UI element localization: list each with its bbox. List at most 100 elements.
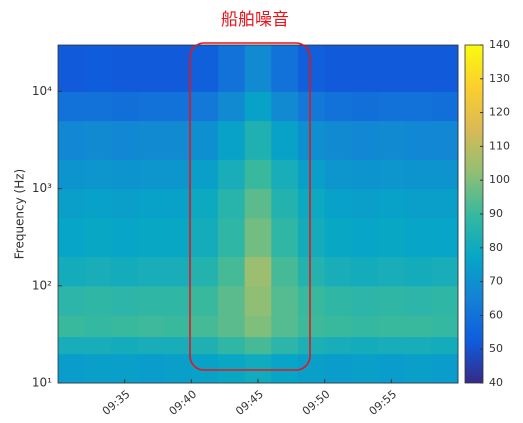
heat-cell	[244, 45, 272, 92]
heat-cell	[138, 91, 166, 122]
heat-cell	[138, 336, 166, 355]
heat-cell	[351, 120, 379, 160]
heat-cell	[431, 336, 459, 355]
heat-cell	[271, 256, 299, 287]
heat-cell	[351, 217, 379, 258]
heat-cell	[111, 45, 139, 92]
heat-cell	[84, 285, 112, 316]
heat-cell	[351, 315, 379, 338]
heat-cell	[298, 336, 326, 355]
heat-cell	[164, 315, 192, 338]
heat-cell	[111, 188, 139, 219]
heat-cell	[244, 353, 272, 384]
heat-cell	[111, 256, 139, 287]
heat-cell	[111, 217, 139, 258]
heat-cell	[191, 45, 219, 92]
heat-cell	[298, 188, 326, 219]
x-tick-label: 09:45	[233, 388, 266, 418]
heat-cell	[218, 285, 246, 316]
heat-cell	[431, 120, 459, 160]
heat-cell	[298, 315, 326, 338]
y-tick-label: 10²	[32, 278, 52, 292]
heat-cell	[351, 285, 379, 316]
heat-cell	[404, 336, 432, 355]
heat-cell	[58, 285, 86, 316]
heat-cell	[58, 188, 86, 219]
heat-cell	[244, 336, 272, 355]
heat-cell	[244, 159, 272, 190]
heat-cell	[404, 188, 432, 219]
heat-cell	[138, 353, 166, 384]
heat-cell	[218, 217, 246, 258]
heat-cell	[298, 45, 326, 92]
heat-cell	[431, 188, 459, 219]
heat-cell	[298, 120, 326, 160]
heat-cell	[191, 217, 219, 258]
heat-cell	[351, 45, 379, 92]
heat-cell	[191, 159, 219, 190]
highlight-box	[189, 42, 311, 371]
heat-cell	[138, 120, 166, 160]
heat-cell	[271, 315, 299, 338]
heat-cell	[351, 353, 379, 384]
heat-cell	[351, 256, 379, 287]
heat-cell	[191, 188, 219, 219]
heat-cell	[404, 217, 432, 258]
heat-cell	[298, 256, 326, 287]
heat-cell	[191, 256, 219, 287]
colorbar-tick-label: 100	[489, 173, 510, 186]
heat-cell	[404, 256, 432, 287]
heat-cell	[84, 256, 112, 287]
heat-cell	[58, 91, 86, 122]
heat-cell	[138, 45, 166, 92]
x-tick-label: 09:55	[367, 388, 400, 418]
heat-cell	[191, 336, 219, 355]
heat-cell	[351, 336, 379, 355]
heat-cell	[164, 336, 192, 355]
heat-cell	[324, 45, 352, 92]
heat-cell	[351, 159, 379, 190]
heat-cell	[111, 336, 139, 355]
heat-cell	[218, 256, 246, 287]
heat-cell	[431, 353, 459, 384]
heat-cell	[378, 120, 406, 160]
heat-cell	[191, 120, 219, 160]
heat-cell	[378, 256, 406, 287]
heat-cell	[191, 353, 219, 384]
heat-cell	[164, 256, 192, 287]
heat-cell	[164, 159, 192, 190]
heat-cell	[244, 120, 272, 160]
heat-cell	[244, 256, 272, 287]
heat-cell	[191, 285, 219, 316]
heat-cell	[58, 45, 86, 92]
heat-cell	[271, 285, 299, 316]
heat-cell	[431, 256, 459, 287]
heat-cell	[218, 188, 246, 219]
y-tick-label: 10¹	[32, 376, 52, 390]
heat-cell	[431, 315, 459, 338]
heat-cell	[244, 285, 272, 316]
heat-cell	[351, 188, 379, 219]
heat-cell	[111, 353, 139, 384]
heat-cell	[138, 315, 166, 338]
heat-cell	[218, 159, 246, 190]
heat-cell	[164, 353, 192, 384]
heat-cell	[378, 91, 406, 122]
colorbar-tick-label: 120	[489, 106, 510, 119]
heat-cell	[324, 256, 352, 287]
annotation: 船舶噪音	[221, 10, 289, 30]
heat-cell	[404, 315, 432, 338]
heat-cell	[84, 315, 112, 338]
heat-cell	[164, 217, 192, 258]
heat-cell	[218, 353, 246, 384]
heat-cell	[244, 217, 272, 258]
heat-cell	[298, 91, 326, 122]
heat-cell	[164, 91, 192, 122]
colorbar-tick-label: 50	[489, 342, 503, 355]
heat-cell	[271, 188, 299, 219]
colorbar-tick-label: 130	[489, 72, 510, 85]
y-tick-label: 10³	[32, 181, 52, 195]
heat-cell	[138, 217, 166, 258]
heat-cell	[324, 159, 352, 190]
